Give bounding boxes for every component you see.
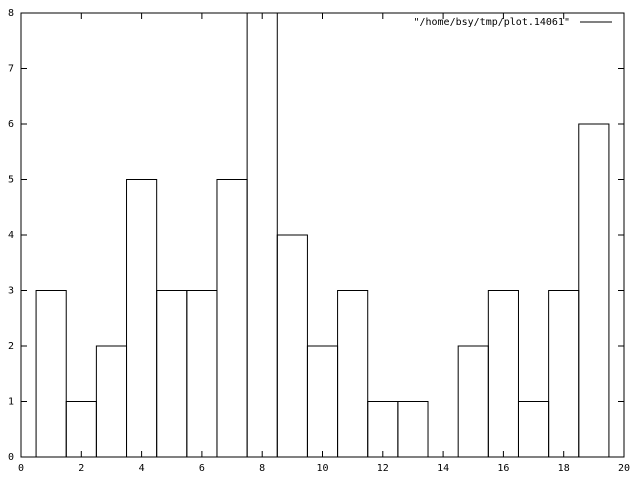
bar xyxy=(457,345,489,458)
bar xyxy=(35,290,67,458)
y-tick-label: 2 xyxy=(8,341,14,352)
bar xyxy=(186,290,218,458)
x-tick-label: 10 xyxy=(316,463,328,474)
bar xyxy=(367,401,399,458)
y-tick-label: 3 xyxy=(8,286,14,297)
bar xyxy=(156,290,188,458)
x-tick-label: 18 xyxy=(558,463,570,474)
bar xyxy=(548,290,580,458)
x-tick-label: 14 xyxy=(437,463,449,474)
x-tick-label: 2 xyxy=(78,463,84,474)
y-tick-label: 4 xyxy=(8,230,14,241)
bar xyxy=(95,345,128,458)
x-tick-label: 4 xyxy=(139,463,145,474)
y-tick-label: 5 xyxy=(8,175,14,186)
bar xyxy=(487,290,519,458)
x-tick-label: 0 xyxy=(18,463,24,474)
y-tick-label: 0 xyxy=(8,452,14,463)
bar xyxy=(65,401,97,458)
bar xyxy=(276,234,308,458)
bar xyxy=(306,345,339,458)
bar xyxy=(126,179,158,458)
x-tick-label: 20 xyxy=(618,463,630,474)
y-tick-label: 8 xyxy=(8,8,14,19)
x-tick-label: 6 xyxy=(199,463,205,474)
plot-frame xyxy=(20,12,625,458)
y-tick-label: 7 xyxy=(8,64,14,75)
x-tick-label: 12 xyxy=(377,463,389,474)
bar xyxy=(246,12,278,458)
y-tick-label: 1 xyxy=(8,397,14,408)
x-tick-label: 8 xyxy=(259,463,265,474)
bar xyxy=(216,179,248,458)
y-tick-label: 6 xyxy=(8,119,14,130)
x-tick-label: 16 xyxy=(497,463,509,474)
bar xyxy=(517,401,550,458)
bar xyxy=(337,290,369,458)
bar xyxy=(397,401,429,458)
bar xyxy=(578,123,610,458)
legend-label: "/home/bsy/tmp/plot.14061" xyxy=(413,17,570,28)
